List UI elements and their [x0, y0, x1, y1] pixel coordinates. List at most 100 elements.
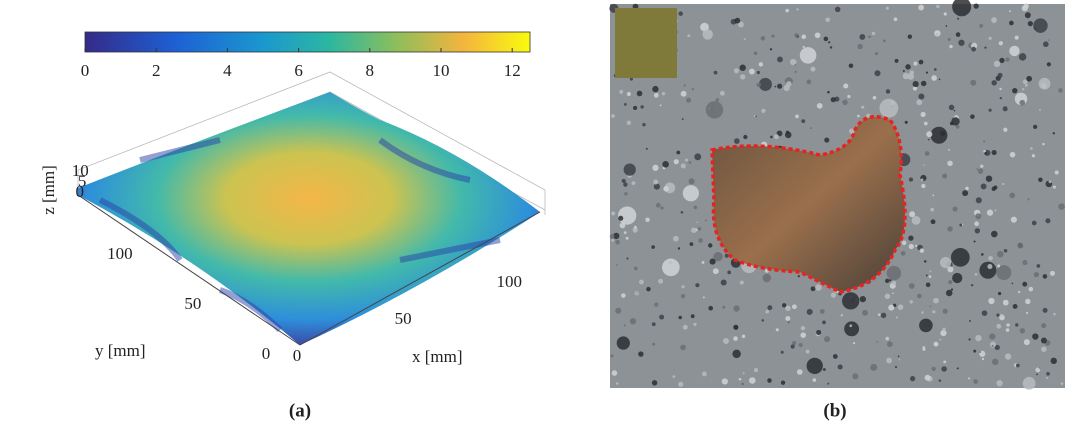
speckle	[755, 116, 757, 118]
speckle	[1010, 152, 1016, 158]
speckle	[634, 267, 638, 271]
speckle	[926, 282, 931, 287]
speckle	[761, 36, 765, 40]
speckle	[909, 178, 913, 182]
speckle	[612, 370, 618, 376]
speckle	[887, 341, 893, 347]
speckle	[979, 24, 983, 28]
colorbar-tick-label: 2	[152, 61, 161, 80]
speckle	[857, 115, 860, 118]
speckle	[996, 324, 1001, 329]
speckle	[734, 68, 739, 73]
speckle	[623, 182, 627, 186]
speckle	[957, 367, 959, 369]
speckle	[852, 373, 858, 379]
speckle	[743, 135, 747, 139]
speckle	[1018, 243, 1024, 249]
speckle	[847, 95, 850, 98]
speckle	[652, 380, 657, 385]
speckle	[981, 184, 987, 190]
speckle	[687, 34, 690, 37]
speckle	[723, 338, 729, 344]
speckle	[925, 151, 930, 156]
speckle	[691, 314, 695, 318]
speckle	[801, 326, 805, 330]
speckle	[1009, 10, 1011, 12]
speckle	[901, 251, 906, 256]
speckle	[710, 259, 716, 265]
speckle	[1015, 323, 1018, 326]
speckle	[905, 64, 910, 69]
caption: (a)	[289, 400, 311, 421]
speckle	[658, 279, 663, 284]
speckle	[632, 181, 636, 185]
speckle	[708, 243, 712, 247]
speckle	[951, 248, 970, 267]
speckle	[662, 92, 665, 95]
speckle	[1039, 78, 1051, 90]
speckle	[1046, 372, 1050, 376]
speckle	[833, 354, 838, 359]
speckle	[654, 93, 659, 98]
speckle	[1009, 21, 1014, 26]
speckle	[951, 288, 953, 290]
speckle	[633, 106, 637, 110]
speckle	[881, 313, 886, 318]
speckle	[770, 136, 773, 139]
speckle	[909, 70, 914, 75]
speckle	[849, 63, 854, 68]
speckle	[682, 118, 684, 120]
speckle	[740, 281, 744, 285]
speckle	[949, 45, 952, 48]
speckle	[1053, 186, 1056, 189]
speckle	[975, 213, 981, 219]
speckle	[872, 32, 876, 36]
y-tick-label: 100	[107, 244, 133, 263]
speckle	[681, 294, 685, 298]
speckle	[886, 358, 892, 364]
speckle	[885, 294, 890, 299]
speckle	[953, 207, 958, 212]
speckle	[996, 314, 999, 317]
speckle	[794, 33, 798, 37]
speckle	[931, 219, 936, 224]
speckle	[989, 37, 992, 40]
speckle	[843, 83, 848, 88]
speckle	[975, 273, 978, 276]
speckle	[1023, 377, 1036, 390]
speckle	[627, 121, 631, 125]
speckle	[611, 239, 614, 242]
speckle	[841, 314, 844, 317]
speckle	[956, 32, 961, 37]
speckle	[690, 242, 694, 246]
speckle	[646, 148, 648, 150]
speckle	[654, 303, 658, 307]
speckle	[686, 98, 691, 103]
speckle	[1003, 300, 1009, 306]
speckle	[1026, 76, 1032, 82]
speckle	[1000, 314, 1003, 317]
speckle	[909, 244, 914, 249]
speckle	[676, 151, 680, 155]
speckle	[681, 211, 684, 214]
speckle	[919, 60, 924, 65]
speckle	[1019, 100, 1025, 106]
speckle	[1043, 274, 1048, 279]
speckle	[827, 91, 830, 94]
speckle	[703, 296, 705, 298]
speckle	[878, 313, 881, 316]
speckle	[669, 261, 672, 264]
speckle	[1051, 358, 1057, 364]
speckle	[681, 285, 684, 288]
speckle	[800, 47, 817, 64]
speckle	[1005, 353, 1011, 359]
speckle	[1043, 308, 1048, 313]
speckle	[652, 322, 656, 326]
speckle	[969, 338, 971, 340]
speckle	[792, 304, 797, 309]
speckle	[885, 337, 889, 341]
speckle	[1033, 125, 1037, 129]
speckle	[662, 161, 669, 168]
speckle	[820, 309, 825, 314]
speckle	[618, 206, 636, 224]
